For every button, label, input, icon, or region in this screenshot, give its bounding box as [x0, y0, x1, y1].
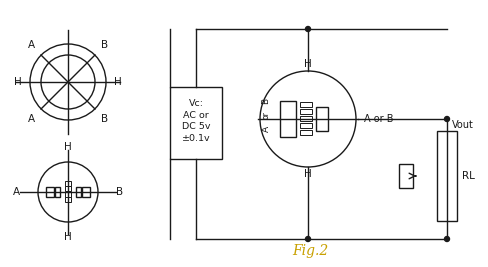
Bar: [82, 187, 90, 197]
Text: B: B: [101, 114, 108, 124]
Text: H: H: [64, 142, 72, 152]
Bar: [315, 107, 327, 131]
Text: H: H: [304, 59, 311, 69]
Circle shape: [444, 237, 448, 241]
Text: A: A: [261, 126, 270, 132]
Bar: [65, 197, 71, 202]
Text: A or B: A or B: [363, 114, 393, 124]
Text: Vc:
AC or
DC 5v
±0.1v: Vc: AC or DC 5v ±0.1v: [182, 99, 210, 143]
Bar: [398, 164, 412, 188]
Text: RL: RL: [461, 171, 474, 181]
Bar: [65, 186, 71, 191]
Circle shape: [444, 116, 448, 121]
Circle shape: [305, 26, 310, 32]
Bar: [299, 123, 311, 128]
Bar: [55, 187, 60, 197]
Text: Fig.2: Fig.2: [291, 244, 327, 258]
Bar: [280, 101, 295, 137]
Text: A: A: [27, 114, 35, 124]
Text: H: H: [64, 232, 72, 242]
Text: Vout: Vout: [451, 120, 473, 130]
Text: A: A: [12, 187, 20, 197]
Bar: [170, 87, 222, 159]
Text: A: A: [27, 40, 35, 50]
Bar: [76, 187, 81, 197]
Bar: [65, 191, 71, 197]
Text: B: B: [261, 98, 270, 104]
Bar: [299, 129, 311, 135]
Text: H: H: [304, 169, 311, 179]
Text: or: or: [261, 111, 270, 119]
Text: B: B: [116, 187, 123, 197]
Bar: [299, 108, 311, 114]
Text: H: H: [14, 77, 22, 87]
Text: B: B: [101, 40, 108, 50]
Bar: [46, 187, 54, 197]
Text: H: H: [114, 77, 122, 87]
Bar: [299, 101, 311, 107]
Bar: [436, 131, 456, 221]
Bar: [299, 116, 311, 121]
Bar: [65, 180, 71, 186]
Circle shape: [305, 237, 310, 241]
